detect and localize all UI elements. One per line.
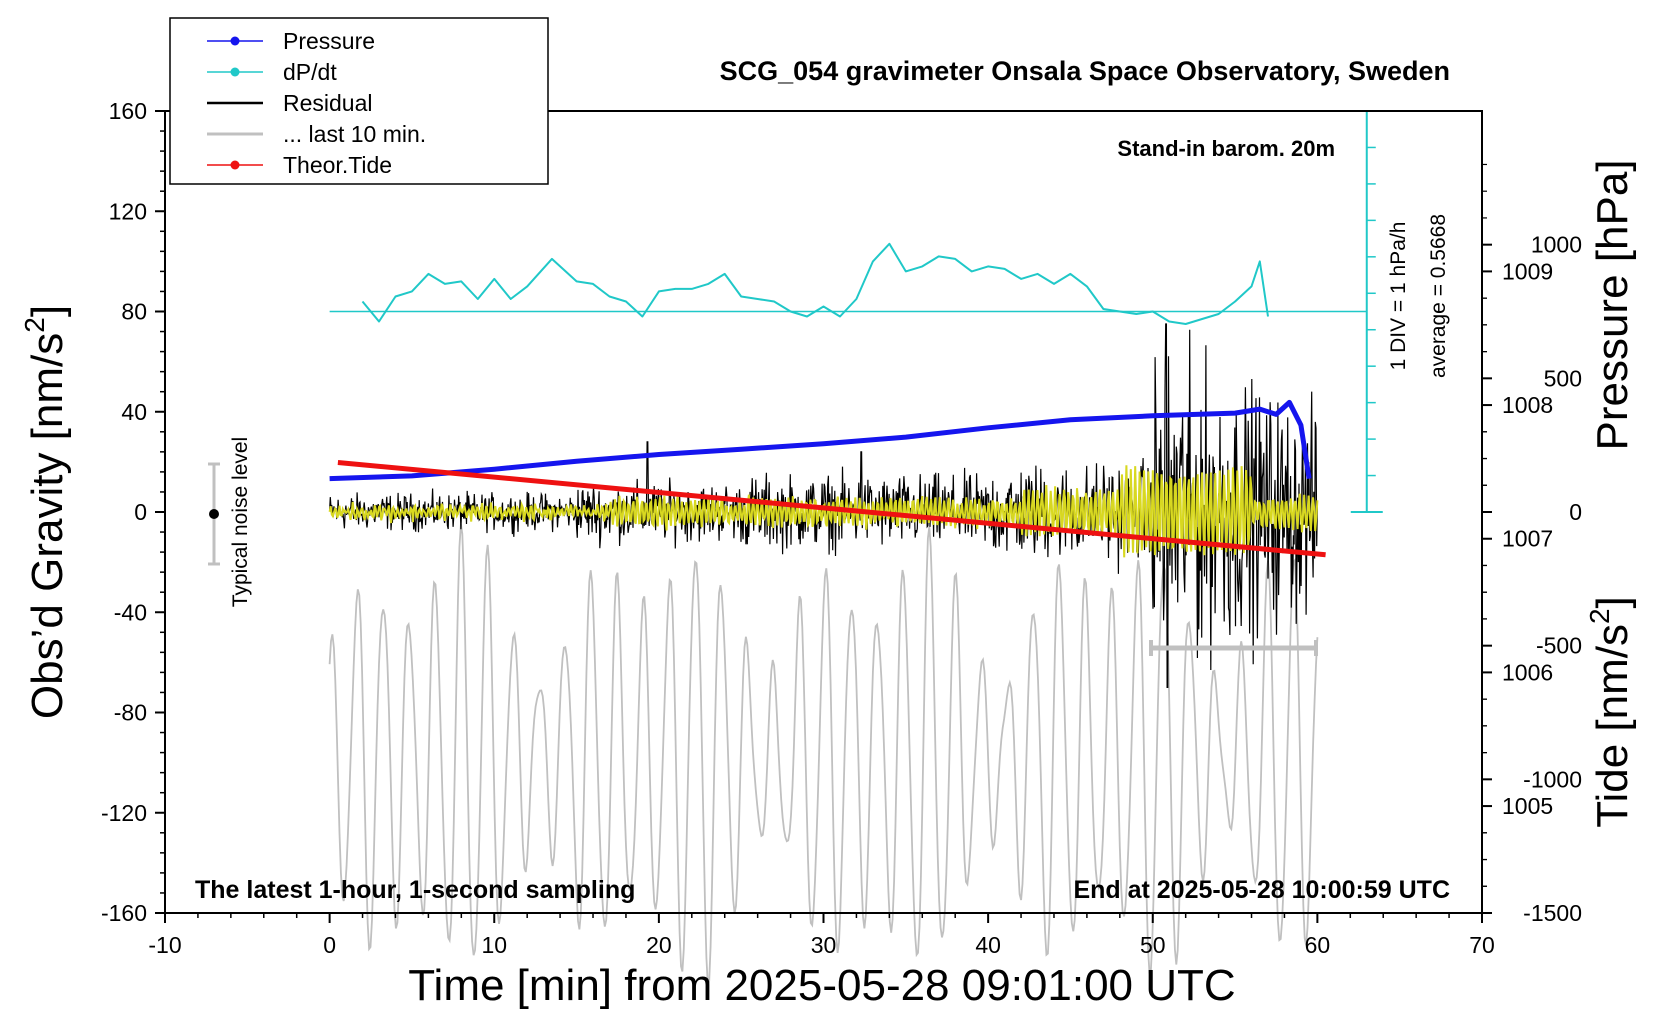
x-tick-label: 60 [1305,932,1331,958]
legend-label: ... last 10 min. [283,121,426,147]
tide-tick-label: -1500 [1523,900,1582,926]
tide-tick-label: -1000 [1523,766,1582,792]
average-note: average = 0.5668 [1427,214,1450,378]
pressure-tick-label: 1008 [1502,392,1553,418]
y-axis-label-pressure: Pressure [hPa] [1588,159,1637,450]
x-tick-label: -10 [148,932,181,958]
x-tick-label: 10 [481,932,507,958]
div-scale-note: 1 DIV = 1 hPa/h [1387,222,1410,371]
x-tick-label: 70 [1469,932,1495,958]
legend-marker [231,161,240,170]
pressure-tick-label: 1007 [1502,526,1553,552]
legend-label: Theor.Tide [283,152,392,178]
y-tick-label: -120 [101,800,147,826]
tide-tick-label: 500 [1544,365,1582,391]
y-axis-label-tide-end: ] [1588,596,1637,608]
y-axis-label-tide: Tide [nm/s2] [1584,596,1637,828]
pressure-tick-label: 1009 [1502,258,1553,284]
legend-marker [231,37,240,46]
y-tick-label: 120 [109,198,147,224]
x-tick-label: 50 [1140,932,1166,958]
legend-label: Residual [283,90,373,116]
latest-hour-note: The latest 1-hour, 1-second sampling [195,876,635,904]
end-time-note: End at 2025-05-28 10:00:59 UTC [1073,876,1450,904]
y-tick-label: 160 [109,98,147,124]
tide-tick-label: -500 [1536,633,1582,659]
y-axis-label-left: Obs’d Gravity [nm/s2] [19,305,72,719]
y-tick-label: 40 [121,399,147,425]
chart-title: SCG_054 gravimeter Onsala Space Observat… [720,56,1450,86]
stand-in-barometer-note: Stand-in barom. 20m [1117,136,1335,161]
x-tick-label: 0 [323,932,336,958]
noise-level-label: Typical noise level [229,437,252,607]
y-tick-label: 80 [121,299,147,325]
pressure-tick-label: 1005 [1502,793,1553,819]
y-axis-label-left-main: Obs’d Gravity [nm/s [23,333,72,719]
legend-marker [231,68,240,77]
y-tick-label: 0 [134,499,147,525]
x-axis-label: Time [min] from 2025-05-28 09:01:00 UTC [408,961,1235,1010]
legend: Pressure dP/dt Residual ... last 10 min. The… [170,18,548,184]
y-tick-label: -160 [101,900,147,926]
y-tick-label: -40 [114,599,147,625]
y-axis-label-tide-main: Tide [nm/s [1588,624,1637,828]
pressure-tick-label: 1006 [1502,659,1553,685]
tide-tick-label: 1000 [1531,232,1582,258]
y-axis-label-left-end: ] [23,305,72,317]
y-axis-label-tide-sup: 2 [1584,608,1615,624]
x-tick-label: 30 [811,932,837,958]
y-tick-label: -80 [114,700,147,726]
x-tick-label: 20 [646,932,672,958]
y-axis-label-left-sup: 2 [19,317,50,333]
x-tick-label: 40 [975,932,1001,958]
legend-label: Pressure [283,28,375,54]
tide-tick-label: 0 [1569,499,1582,525]
legend-label: dP/dt [283,59,337,85]
